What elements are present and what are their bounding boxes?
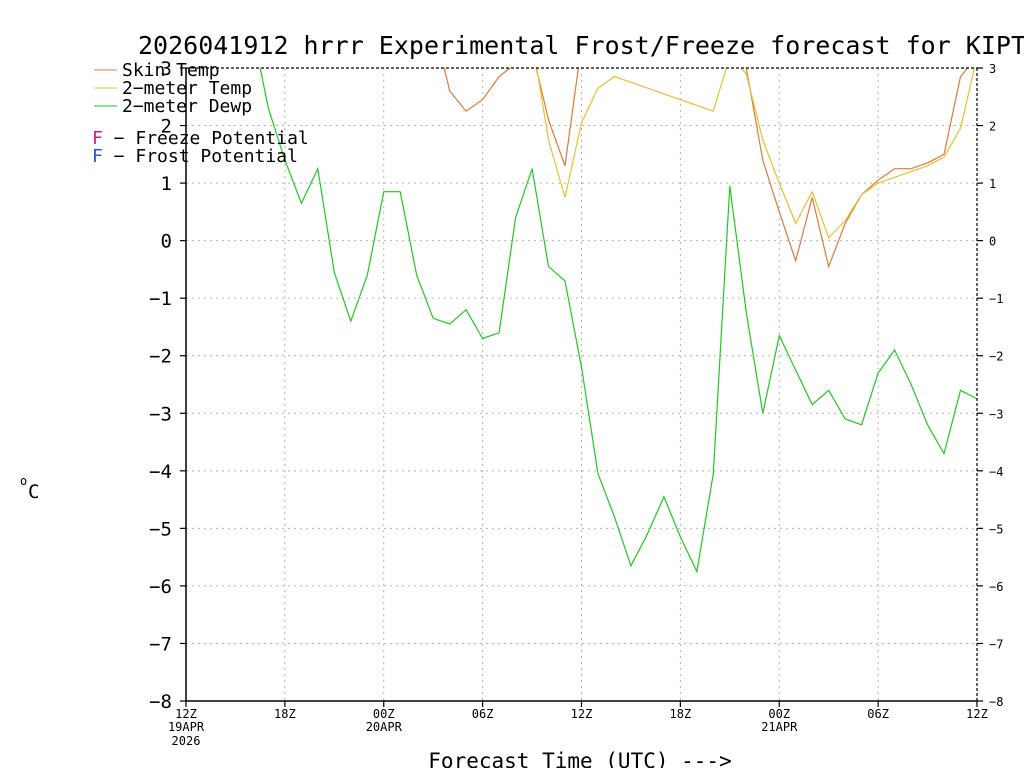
x-tick-label: 12Z [571, 707, 593, 721]
x-tick-label: 18Z [274, 707, 296, 721]
x-tick-label: 12Z [966, 707, 988, 721]
y-tick-label-right: 3 [989, 62, 996, 76]
grid-lines [186, 68, 977, 701]
y-tick-label-left: −5 [149, 518, 172, 540]
y-tick-label-right: −7 [989, 637, 1003, 651]
x-tick-label: 06Z [867, 707, 889, 721]
y-tick-label-right: −5 [989, 522, 1003, 536]
y-tick-label-left: −1 [149, 288, 172, 310]
y-tick-label-left: −4 [149, 461, 172, 483]
freeze-potential-note: F − Freeze Potential [92, 128, 309, 149]
legend-2m-temp: 2−meter Temp [122, 78, 252, 99]
x-tick-date: 20APR [366, 720, 403, 734]
frost-potential-symbol: F [92, 146, 103, 167]
y-tick-label-right: −4 [989, 465, 1003, 479]
y-axis-label-unit: C [28, 481, 39, 503]
y-tick-label-left: 1 [161, 173, 172, 195]
axes [185, 67, 978, 702]
y-tick-label-left: 2 [161, 116, 172, 138]
series-line-skin-temp [443, 68, 969, 269]
x-tick-label: 12Z [175, 707, 197, 721]
y-tick-label-left: −3 [149, 403, 172, 425]
y-tick-label-right: −8 [989, 695, 1003, 709]
y-tick-label-right: −1 [989, 292, 1003, 306]
y-tick-label-right: −6 [989, 580, 1003, 594]
x-tick-label: 00Z [373, 707, 395, 721]
y-axis-label-degree: o [20, 474, 27, 488]
y-tick-label-right: 1 [989, 177, 996, 191]
chart-title: 2026041912 hrrr Experimental Frost/Freez… [138, 31, 1024, 60]
x-tick-year: 2026 [172, 734, 201, 748]
y-tick-label-left: −6 [149, 576, 172, 598]
y-axis-left-ticks: 3 2 1 0 −1 −2 −3 −4 −5 −6 −7 −8 [149, 58, 186, 713]
x-tick-date: 19APR [168, 720, 205, 734]
legend-skin-temp: Skin Temp [122, 60, 220, 81]
y-tick-label-left: 0 [161, 231, 172, 253]
y-tick-label-left: −2 [149, 346, 172, 368]
x-tick-label: 06Z [472, 707, 494, 721]
y-tick-label-right: 2 [989, 120, 996, 134]
y-tick-label-left: 3 [161, 58, 172, 80]
x-axis-label: Forecast Time (UTC) ---> [428, 749, 731, 768]
series-lines [259, 68, 977, 574]
frost-potential-text: − Frost Potential [103, 146, 298, 167]
legend-2m-dewp: 2−meter Dewp [122, 96, 252, 117]
y-tick-label-right: 0 [989, 235, 996, 249]
x-tick-date: 21APR [761, 720, 798, 734]
legend: Skin Temp 2−meter Temp 2−meter Dewp F − … [92, 60, 309, 167]
y-tick-label-left: −8 [149, 691, 172, 713]
series-line-2-meter-temp [536, 68, 975, 239]
y-axis-right-ticks: 3 2 1 0 −1 −2 −3 −4 −5 −6 −7 −8 [977, 62, 1003, 709]
freeze-potential-text: − Freeze Potential [103, 128, 309, 149]
y-axis-label: o C [20, 474, 39, 503]
x-tick-label: 00Z [768, 707, 790, 721]
y-tick-label-right: −3 [989, 407, 1003, 421]
y-tick-label-left: −7 [149, 633, 172, 655]
x-tick-label: 18Z [670, 707, 692, 721]
freeze-potential-symbol: F [92, 128, 103, 149]
y-tick-label-right: −2 [989, 350, 1003, 364]
frost-potential-note: F − Frost Potential [92, 146, 298, 167]
series-line-2-meter-dewp [259, 68, 977, 574]
